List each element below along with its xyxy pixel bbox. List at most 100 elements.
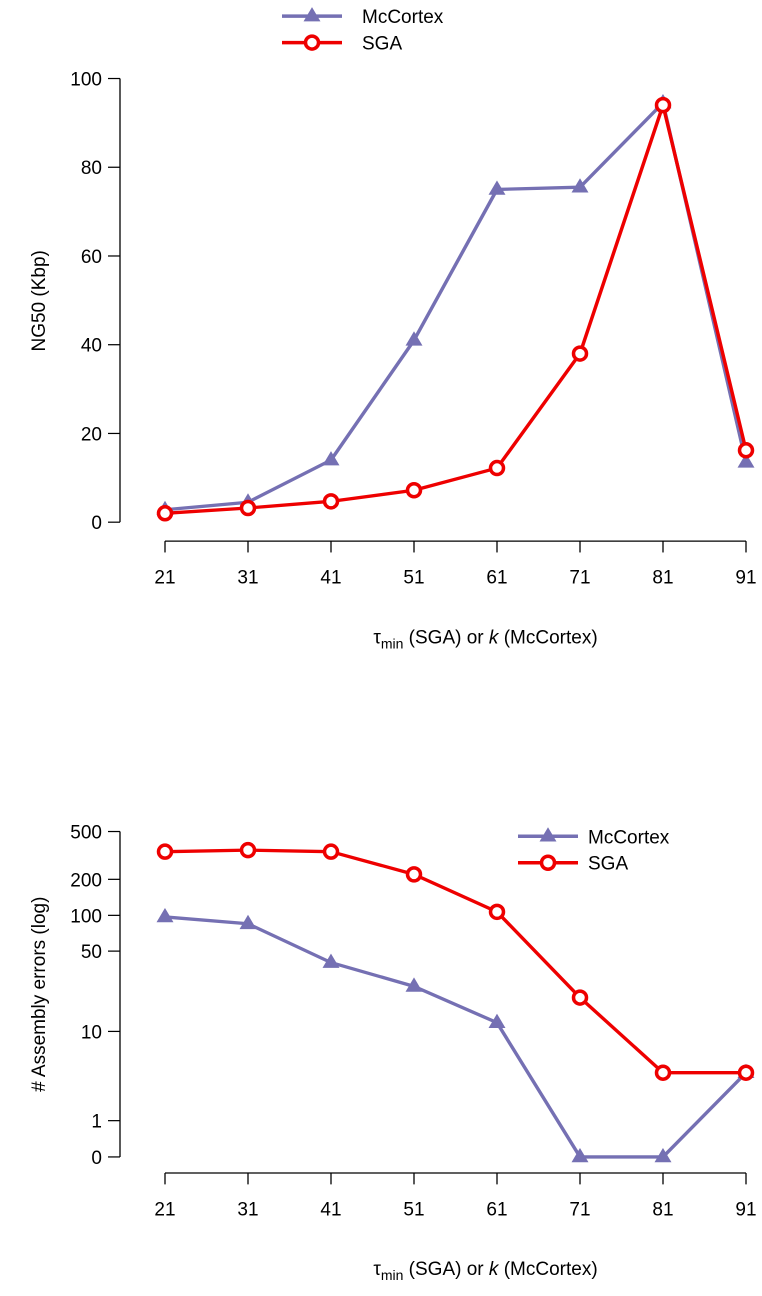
series-line-mccortex	[164, 915, 748, 1159]
x-title-tau: τ	[373, 1259, 381, 1280]
data-point	[571, 1147, 589, 1163]
x-tick-label: 91	[735, 1200, 756, 1221]
x-tick-label: 41	[320, 1200, 341, 1221]
x-tick-label: 31	[237, 568, 258, 589]
y-axis: 0 1 10 50 100 200 500	[70, 823, 121, 1169]
x-title-post: (McCortex)	[498, 1259, 597, 1280]
series-line-mccortex	[164, 101, 748, 512]
data-point	[405, 977, 423, 992]
data-point	[322, 493, 340, 510]
legend-marker	[303, 34, 321, 51]
legend-marker	[539, 827, 557, 842]
y-tick-label: 10	[81, 1022, 102, 1043]
data-point	[239, 499, 257, 517]
x-axis: 21 31 41 51 61 71 81 91	[154, 540, 757, 589]
x-title-k: k	[489, 1259, 500, 1280]
ng50-chart: 0 20 40 60 80 100 NG50 (Kbp) 21 31 41 51 61 71 81 91 τm…	[29, 7, 757, 651]
data-point	[571, 178, 589, 193]
x-tick-label: 81	[652, 568, 673, 589]
data-point	[488, 459, 506, 477]
y-tick-label: 20	[81, 424, 102, 445]
x-tick-label: 21	[154, 1200, 175, 1221]
series-sga	[156, 96, 755, 522]
x-tick-label: 81	[652, 1200, 673, 1221]
x-title-subscript: min	[381, 635, 404, 651]
y-tick-label: 0	[91, 513, 102, 534]
data-point	[156, 505, 174, 522]
data-point	[737, 1064, 755, 1081]
x-tick-label: 41	[320, 568, 341, 589]
x-tick-label: 61	[486, 568, 507, 589]
x-title-k: k	[489, 627, 500, 648]
y-tick-label: 40	[81, 336, 102, 357]
series-line-sga	[164, 848, 746, 1075]
x-tick-label: 91	[735, 568, 756, 589]
legend-entry: SGA	[518, 854, 628, 875]
series-line-sga	[164, 103, 748, 515]
x-tick-label: 61	[486, 1200, 507, 1221]
data-point	[239, 841, 257, 859]
x-title-post: (McCortex)	[498, 627, 597, 648]
y-tick-label: 80	[81, 158, 102, 179]
legend-marker	[539, 854, 557, 871]
y-tick-label: 500	[70, 823, 102, 844]
x-title-subscript: min	[381, 1267, 404, 1283]
x-tick-label: 71	[569, 1200, 590, 1221]
series-mccortex	[156, 93, 755, 516]
legend-label: SGA	[588, 854, 628, 875]
x-tick-label: 21	[154, 568, 175, 589]
data-point	[571, 989, 589, 1006]
x-axis-title: τmin (SGA) or k (McCortex)	[373, 1259, 597, 1283]
data-point	[405, 331, 423, 346]
data-point	[239, 914, 257, 930]
x-axis: 21 31 41 51 61 71 81 91	[154, 1172, 757, 1221]
y-tick-label: 100	[70, 906, 102, 927]
legend-entry: SGA	[282, 34, 402, 55]
data-point	[654, 1147, 672, 1163]
x-title-mid: (SGA) or	[403, 627, 489, 648]
legend-label: McCortex	[362, 7, 444, 28]
data-point	[322, 953, 340, 968]
data-point	[654, 96, 672, 114]
x-tick-label: 51	[403, 1200, 424, 1221]
y-tick-label: 1	[91, 1112, 102, 1133]
data-point	[488, 1013, 506, 1028]
y-axis: 0 20 40 60 80 100	[70, 70, 121, 534]
y-axis-title: NG50 (Kbp)	[29, 250, 50, 351]
data-point	[654, 1064, 672, 1081]
x-title-tau: τ	[373, 627, 381, 648]
series-mccortex	[156, 907, 755, 1163]
y-axis-title: # Assembly errors (log)	[29, 897, 50, 1092]
legend-entry: McCortex	[282, 7, 444, 28]
y-tick-label: 100	[70, 70, 102, 91]
y-tick-label: 50	[81, 942, 102, 963]
x-tick-label: 71	[569, 568, 590, 589]
legend-label: SGA	[362, 34, 402, 55]
y-tick-label: 200	[70, 870, 102, 891]
data-point	[405, 866, 423, 883]
x-tick-label: 51	[403, 568, 424, 589]
legend-marker	[303, 7, 321, 22]
legend: McCortex SGA	[518, 827, 670, 875]
data-point	[488, 180, 506, 195]
x-title-mid: (SGA) or	[403, 1259, 489, 1280]
legend: McCortex SGA	[282, 7, 444, 55]
x-axis-title: τmin (SGA) or k (McCortex)	[373, 627, 597, 651]
data-point	[405, 481, 423, 499]
data-point	[488, 903, 506, 921]
y-tick-label: 0	[91, 1148, 102, 1169]
data-point	[156, 843, 174, 860]
data-point	[737, 442, 755, 459]
legend-entry: McCortex	[518, 827, 670, 848]
data-point	[156, 907, 174, 923]
series-sga	[156, 841, 755, 1081]
assembly-errors-chart: 0 1 10 50 100 200 500 # Assembly errors (log) 21…	[29, 823, 757, 1284]
y-tick-label: 60	[81, 247, 102, 268]
data-point	[322, 843, 340, 860]
legend-label: McCortex	[588, 827, 670, 848]
data-point	[571, 345, 589, 362]
x-tick-label: 31	[237, 1200, 258, 1221]
data-point	[322, 451, 340, 466]
data-point	[737, 453, 755, 468]
